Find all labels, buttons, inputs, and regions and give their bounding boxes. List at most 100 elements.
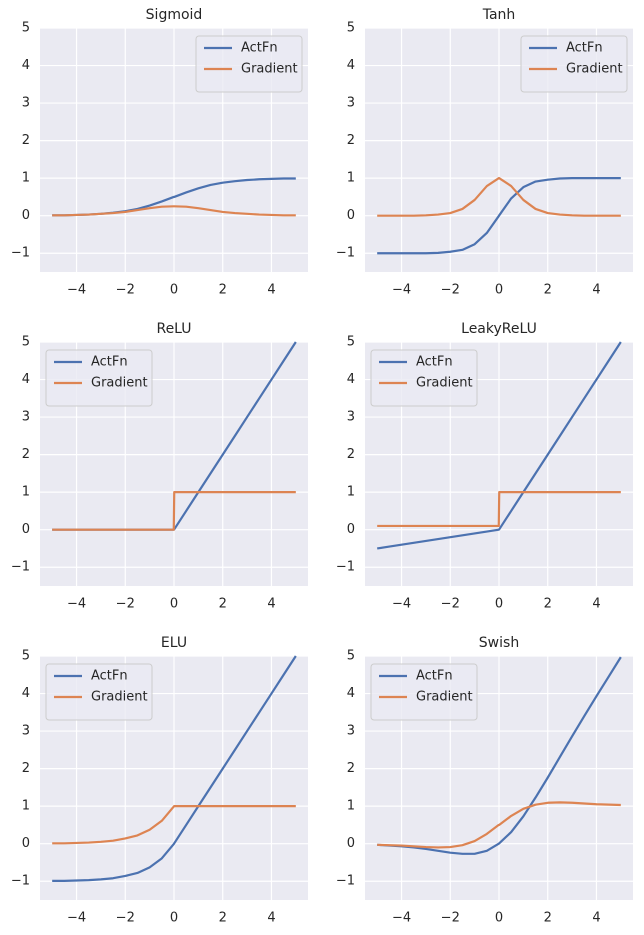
series-line <box>377 491 621 528</box>
subplot-title: ReLU <box>156 321 191 337</box>
x-tick-label: −4 <box>67 911 86 926</box>
legend-label: Gradient <box>91 376 148 391</box>
y-tick-label: 0 <box>347 836 355 851</box>
x-tick-label: −4 <box>67 283 86 298</box>
y-tick-label: −1 <box>11 560 30 575</box>
y-tick-label: 1 <box>22 799 30 814</box>
y-tick-label: 2 <box>22 761 30 776</box>
x-tick-label: −2 <box>441 283 460 298</box>
x-tick-label: 2 <box>544 283 552 298</box>
subplot: Sigmoid −1 0 1 2 3 4 5 −4 −2 0 2 4 ActFn Gradient <box>11 7 308 298</box>
x-tick-label: 2 <box>544 597 552 612</box>
y-tick-label: 2 <box>347 133 355 148</box>
y-tick-label: 0 <box>22 522 30 537</box>
legend-label: ActFn <box>91 355 128 370</box>
legend-box <box>195 35 303 93</box>
series-line <box>52 491 296 531</box>
y-tick-label: −1 <box>336 874 355 889</box>
y-tick-label: 5 <box>347 21 355 36</box>
y-tick-label: 3 <box>347 410 355 425</box>
x-tick-label: −2 <box>441 597 460 612</box>
x-tick-label: 0 <box>495 911 503 926</box>
y-tick-label: 3 <box>22 96 30 111</box>
legend: ActFn Gradient <box>370 349 478 407</box>
subplot-title: LeakyReLU <box>461 321 537 337</box>
x-tick-label: 2 <box>219 597 227 612</box>
subplot: ReLU −1 0 1 2 3 4 5 −4 −2 0 2 4 ActFn Gradient <box>11 321 308 612</box>
y-tick-label: 0 <box>22 208 30 223</box>
legend: ActFn Gradient <box>195 35 303 93</box>
y-tick-label: 3 <box>347 96 355 111</box>
y-tick-label: −1 <box>336 246 355 261</box>
x-tick-label: −2 <box>116 283 135 298</box>
y-tick-label: −1 <box>336 560 355 575</box>
y-tick-label: 0 <box>22 836 30 851</box>
y-tick-label: 5 <box>347 649 355 664</box>
series-line <box>377 656 622 855</box>
y-tick-label: 4 <box>22 686 30 701</box>
legend-label: Gradient <box>91 690 148 705</box>
y-tick-label: −1 <box>11 874 30 889</box>
legend-box <box>45 663 153 721</box>
series-line <box>52 805 296 845</box>
y-tick-label: 5 <box>22 21 30 36</box>
x-tick-label: 4 <box>592 911 600 926</box>
y-tick-label: 4 <box>347 372 355 387</box>
subplot: Swish −1 0 1 2 3 4 5 −4 −2 0 2 4 ActFn Gradient <box>336 635 633 926</box>
x-tick-label: 2 <box>544 911 552 926</box>
subplot: Tanh −1 0 1 2 3 4 5 −4 −2 0 2 4 ActFn Gradient <box>336 7 633 298</box>
legend-box <box>370 349 478 407</box>
y-tick-label: 0 <box>347 208 355 223</box>
series-line <box>377 341 622 550</box>
y-tick-label: 1 <box>22 171 30 186</box>
x-tick-label: 2 <box>219 911 227 926</box>
x-tick-label: 4 <box>592 597 600 612</box>
legend: ActFn Gradient <box>45 349 153 407</box>
legend-label: ActFn <box>416 669 453 684</box>
legend: ActFn Gradient <box>370 663 478 721</box>
subplot-title: ELU <box>161 635 187 651</box>
x-tick-label: 2 <box>219 283 227 298</box>
y-tick-label: 1 <box>347 485 355 500</box>
legend-box <box>520 35 628 93</box>
y-tick-label: 2 <box>22 447 30 462</box>
legend-label: ActFn <box>91 669 128 684</box>
y-tick-label: 1 <box>347 171 355 186</box>
y-tick-label: 5 <box>347 335 355 350</box>
y-tick-label: 3 <box>22 410 30 425</box>
x-tick-label: −4 <box>392 911 411 926</box>
legend: ActFn Gradient <box>520 35 628 93</box>
x-tick-label: 0 <box>170 283 178 298</box>
x-tick-label: −2 <box>116 597 135 612</box>
legend-label: Gradient <box>416 690 473 705</box>
x-tick-label: 4 <box>267 911 275 926</box>
legend-label: Gradient <box>416 376 473 391</box>
subplot-title: Sigmoid <box>146 7 203 23</box>
y-tick-label: −1 <box>11 246 30 261</box>
x-tick-label: 0 <box>170 597 178 612</box>
subplot: ELU −1 0 1 2 3 4 5 −4 −2 0 2 4 ActFn Gradient <box>11 635 308 926</box>
legend-box <box>370 663 478 721</box>
y-tick-label: 2 <box>347 761 355 776</box>
y-tick-label: 4 <box>347 58 355 73</box>
legend-label: Gradient <box>241 62 298 77</box>
y-tick-label: 3 <box>347 724 355 739</box>
x-tick-label: −4 <box>392 597 411 612</box>
subplot-title: Swish <box>479 635 519 651</box>
y-tick-label: 5 <box>22 335 30 350</box>
legend-label: Gradient <box>566 62 623 77</box>
x-tick-label: −2 <box>441 911 460 926</box>
series-line <box>377 177 621 255</box>
y-tick-label: 0 <box>347 522 355 537</box>
legend-label: ActFn <box>566 41 603 56</box>
x-tick-label: 4 <box>267 597 275 612</box>
y-tick-label: 1 <box>22 485 30 500</box>
x-tick-label: 0 <box>495 597 503 612</box>
series-line <box>52 205 296 217</box>
legend: ActFn Gradient <box>45 663 153 721</box>
legend-label: ActFn <box>241 41 278 56</box>
x-tick-label: 4 <box>267 283 275 298</box>
subplot-title: Tanh <box>482 7 516 23</box>
legend-box <box>45 349 153 407</box>
